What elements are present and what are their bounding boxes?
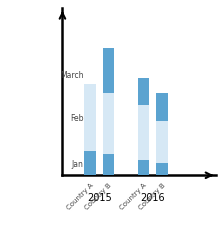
Bar xyxy=(103,94,114,154)
Text: 2016: 2016 xyxy=(140,192,165,202)
Text: Country A: Country A xyxy=(119,181,148,210)
Text: 2015: 2015 xyxy=(87,192,112,202)
Bar xyxy=(103,48,114,94)
Text: Country B: Country B xyxy=(137,181,166,210)
Text: Jan: Jan xyxy=(72,159,83,168)
Bar xyxy=(138,79,149,106)
Bar xyxy=(156,121,168,163)
Text: Country B: Country B xyxy=(84,181,113,210)
Bar xyxy=(156,94,168,121)
Text: Feb: Feb xyxy=(70,113,83,122)
Bar xyxy=(138,106,149,160)
Text: Country A: Country A xyxy=(66,181,94,210)
Text: March: March xyxy=(60,71,83,80)
Bar xyxy=(85,151,96,176)
Bar xyxy=(138,160,149,176)
Bar xyxy=(156,163,168,176)
Bar xyxy=(85,85,96,151)
Bar xyxy=(103,154,114,176)
